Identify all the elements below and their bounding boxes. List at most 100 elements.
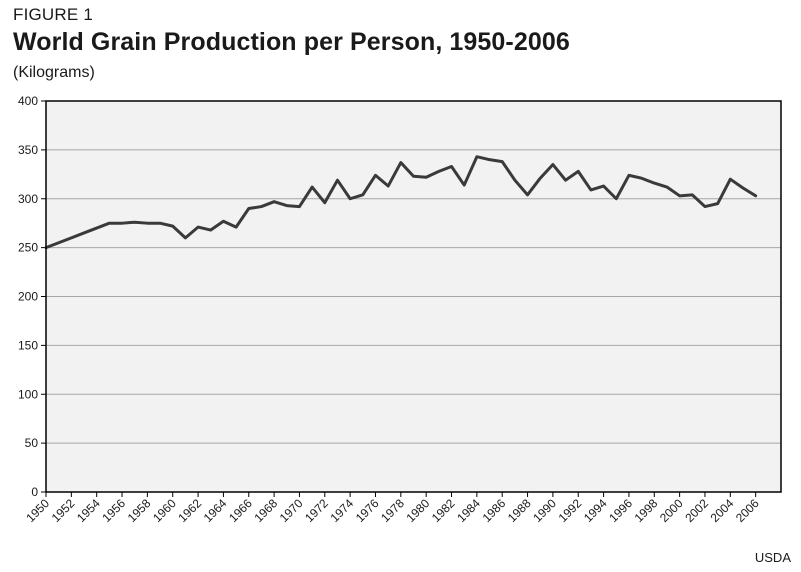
x-tick-label: 1952 (49, 496, 78, 525)
y-axis: 0 50 100 150 200 250 300 350 400 (18, 94, 46, 499)
x-tick-label: 1964 (201, 496, 230, 525)
data-point (95, 226, 98, 230)
plot-border (45, 100, 782, 493)
data-point (526, 193, 529, 197)
data-point (462, 183, 466, 187)
data-point (602, 184, 605, 188)
data-point (374, 174, 377, 177)
x-tick-label: 1980 (404, 496, 433, 525)
x-tick-label: 1994 (581, 496, 610, 525)
y-tick-label: 300 (18, 192, 38, 206)
data-point (133, 221, 136, 224)
data-point (361, 193, 365, 197)
data-point (437, 170, 441, 173)
data-point (703, 205, 707, 208)
chart-title: World Grain Production per Person, 1950-… (13, 28, 570, 56)
data-point (108, 221, 111, 225)
data-point (475, 155, 479, 158)
data-point (741, 186, 745, 190)
x-tick-label: 1982 (429, 496, 458, 525)
data-point (323, 201, 326, 204)
data-point (209, 228, 212, 232)
data-point (577, 170, 580, 173)
data-point (564, 178, 567, 182)
y-tick-label: 50 (25, 436, 39, 450)
x-tick-label: 1956 (99, 496, 128, 525)
data-point (120, 221, 124, 225)
data-point (627, 174, 631, 177)
x-tick-label: 2002 (682, 496, 711, 525)
x-tick-label: 1968 (251, 496, 280, 525)
x-tick-label: 2004 (708, 496, 737, 525)
data-point (171, 224, 174, 228)
data-point (412, 175, 415, 178)
y-tick-label: 250 (18, 241, 38, 255)
x-axis: 1950195219541956195819601962196419661968… (23, 492, 762, 525)
x-tick-label: 1996 (606, 496, 635, 525)
x-tick-label: 1990 (530, 496, 559, 525)
x-tick-label: 1988 (505, 496, 534, 525)
data-point (665, 185, 669, 189)
x-tick-label: 1992 (556, 496, 585, 525)
x-tick-label: 1960 (150, 496, 179, 525)
data-point (158, 221, 162, 225)
y-tick-label: 150 (18, 338, 38, 352)
x-tick-label: 1962 (175, 496, 204, 525)
x-tick-label: 1986 (480, 496, 509, 525)
data-point (234, 225, 238, 229)
data-point (285, 204, 288, 207)
data-point (551, 163, 555, 166)
data-point (424, 176, 428, 179)
data-point (70, 236, 73, 240)
x-tick-label: 2006 (733, 496, 762, 525)
x-tick-label: 1984 (454, 496, 483, 525)
data-point (310, 185, 314, 189)
data-point (399, 161, 403, 164)
data-point (298, 205, 301, 208)
x-tick-label: 2000 (657, 496, 686, 525)
data-point (691, 193, 694, 197)
data-point (678, 194, 681, 198)
x-tick-label: 1972 (302, 496, 331, 525)
x-tick-label: 1976 (353, 496, 382, 525)
data-point (729, 178, 732, 181)
data-point (615, 197, 618, 200)
source-note: USDA (754, 550, 791, 565)
data-point (653, 181, 656, 185)
data-point (501, 160, 504, 163)
x-tick-label: 1998 (632, 496, 661, 525)
y-tick-label: 200 (18, 290, 38, 304)
data-point (716, 202, 719, 205)
data-point (196, 225, 200, 229)
plot-frame (45, 100, 782, 493)
data-point (82, 231, 86, 235)
y-tick-label: 350 (18, 143, 38, 157)
figure-label: FIGURE 1 (13, 5, 94, 24)
data-point (336, 178, 339, 182)
data-point (754, 194, 757, 198)
x-tick-label: 1966 (226, 496, 255, 525)
y-tick-label: 100 (18, 387, 38, 401)
data-point (146, 221, 149, 225)
data-point (247, 207, 250, 210)
x-tick-label: 1950 (23, 496, 52, 525)
chart-subtitle: (Kilograms) (13, 64, 95, 81)
x-tick-label: 1978 (378, 496, 407, 525)
data-point (222, 220, 225, 223)
x-tick-label: 1954 (74, 496, 103, 525)
data-point (272, 200, 276, 203)
x-tick-label: 1974 (327, 496, 356, 525)
x-tick-label: 1958 (125, 496, 154, 525)
data-point (513, 178, 517, 182)
x-tick-label: 1970 (277, 496, 306, 525)
data-point (640, 177, 643, 180)
data-point (539, 177, 542, 180)
y-tick-label: 0 (31, 485, 38, 499)
y-tick-label: 400 (18, 94, 38, 108)
data-point (450, 165, 453, 168)
data-point (348, 197, 352, 200)
data-point (589, 188, 593, 192)
data-point (57, 241, 60, 244)
data-point (386, 184, 390, 188)
